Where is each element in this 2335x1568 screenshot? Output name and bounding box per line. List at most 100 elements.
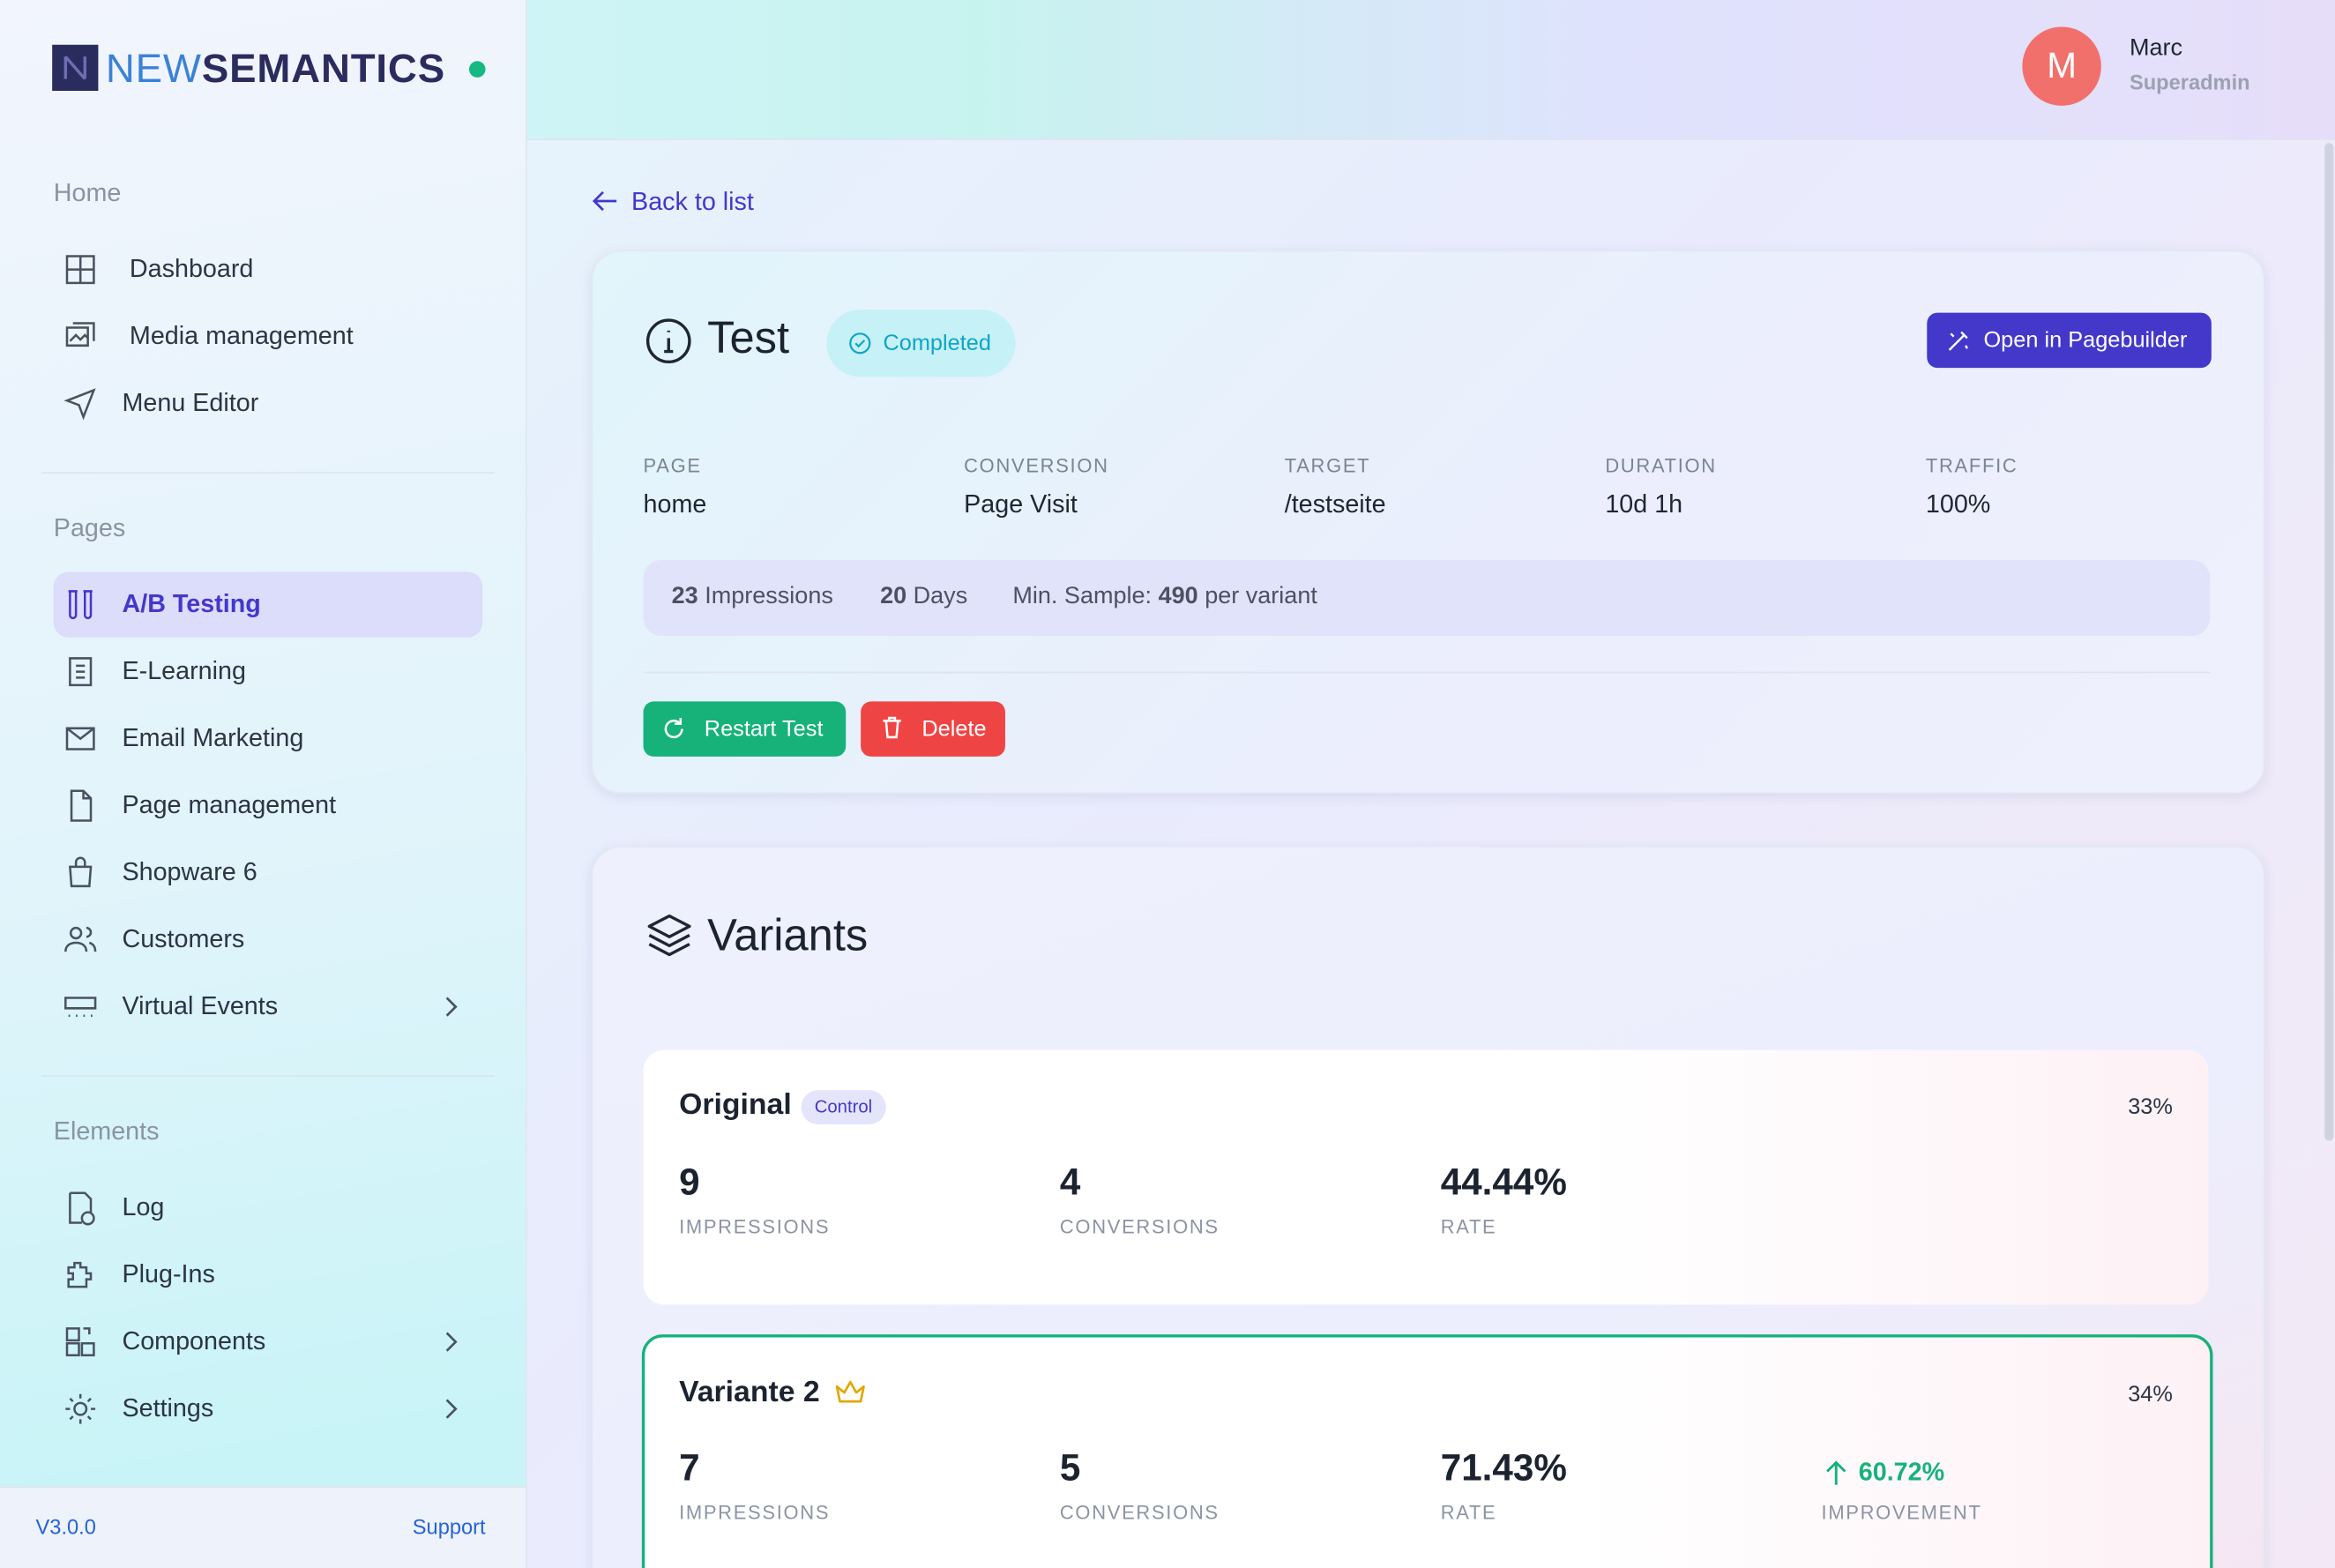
- nav-item[interactable]: Plug-Ins: [122, 1259, 215, 1288]
- restart-button[interactable]: [643, 701, 847, 757]
- detail-value: 10d 1h: [1605, 489, 1683, 519]
- summary-number: 23: [671, 584, 698, 609]
- variant-share: 34%: [2128, 1382, 2173, 1407]
- brand-suffix: SEMANTICS: [201, 46, 445, 92]
- summary-sample: Min. Sample: 490 per variant: [1012, 584, 1317, 610]
- nav-icon: [63, 388, 96, 421]
- section-title: Pages: [53, 513, 126, 542]
- avatar[interactable]: M: [2022, 26, 2101, 106]
- version: V3.0.0: [35, 1514, 96, 1539]
- nav-item[interactable]: A/B Testing: [122, 589, 261, 618]
- chevron[interactable]: [441, 993, 462, 1019]
- chevron[interactable]: [441, 1328, 462, 1355]
- detail-value: /testseite: [1284, 489, 1386, 519]
- nav-item[interactable]: Media management: [129, 321, 354, 350]
- user-name: Marc: [2129, 35, 2183, 62]
- section-title: Elements: [53, 1116, 160, 1146]
- delete-text[interactable]: Delete: [921, 716, 987, 743]
- restart-text[interactable]: Restart Test: [704, 716, 824, 743]
- nav-item[interactable]: Components: [122, 1326, 266, 1355]
- info-icon: [645, 318, 691, 364]
- nav-icon: [69, 1191, 95, 1226]
- variant-share: 33%: [2128, 1094, 2173, 1120]
- nav-icon: [65, 1393, 96, 1424]
- back-arrow[interactable]: [591, 189, 617, 213]
- control-badge: Control: [801, 1090, 886, 1125]
- summary-text: Min. Sample:: [1012, 584, 1153, 609]
- nav-icon: [65, 1327, 95, 1357]
- chevron[interactable]: [441, 1395, 462, 1422]
- nav-item[interactable]: Log: [122, 1192, 165, 1221]
- metric-value: 9: [679, 1161, 700, 1204]
- variants-title: Variants: [707, 911, 869, 961]
- crown-icon: [835, 1380, 865, 1403]
- detail-label: TARGET: [1284, 454, 1371, 477]
- nav-item[interactable]: Settings: [122, 1393, 214, 1422]
- brand-prefix: NEW: [105, 46, 202, 92]
- summary-number: 20: [880, 584, 907, 609]
- detail-label: DURATION: [1605, 454, 1717, 477]
- variant-card-winner: [641, 1334, 2213, 1568]
- variant-name: Original: [679, 1088, 792, 1122]
- nav-item[interactable]: Dashboard: [129, 254, 254, 283]
- nav-icon: [65, 255, 95, 285]
- scrollbar[interactable]: [2324, 143, 2334, 1141]
- status-badge: [826, 310, 1016, 377]
- nav-icon: [67, 1261, 93, 1288]
- sidebar-footer: [0, 1486, 526, 1568]
- metric-value: 7: [679, 1447, 700, 1490]
- nav-icon: [64, 997, 97, 1018]
- detail-label: PAGE: [643, 454, 702, 477]
- up-arrow: [1826, 1460, 1846, 1485]
- metric-label: RATE: [1440, 1501, 1497, 1524]
- check-icon: [849, 332, 871, 355]
- user-role: Superadmin: [2129, 70, 2250, 94]
- delete-button[interactable]: [861, 701, 1005, 757]
- nav-icon: [68, 590, 93, 620]
- sidebar: NEWSEMANTICS Home Pages Elements Dashboa…: [0, 0, 527, 1568]
- nav-icon: [65, 727, 95, 750]
- brand-logo[interactable]: [52, 44, 99, 92]
- restart-icon: [664, 717, 683, 739]
- summary-days: 20 Days: [880, 584, 967, 610]
- layers-icon: [647, 914, 691, 957]
- metric-label: IMPROVEMENT: [1821, 1501, 1982, 1524]
- metric-value: 60.72%: [1858, 1458, 1945, 1487]
- variant-card: [643, 1049, 2209, 1305]
- summary-number: 490: [1158, 584, 1198, 609]
- open-pagebuilder-text[interactable]: Open in Pagebuilder: [1983, 327, 2188, 354]
- divider: [41, 472, 495, 474]
- nav-item[interactable]: Email Marketing: [122, 723, 304, 752]
- back-link[interactable]: Back to list: [631, 187, 754, 216]
- detail-label: CONVERSION: [964, 454, 1109, 477]
- open-pagebuilder-button[interactable]: [1927, 312, 2212, 369]
- summary-text: per variant: [1205, 584, 1317, 609]
- nav-item[interactable]: Menu Editor: [122, 388, 259, 417]
- metric-label: IMPRESSIONS: [679, 1501, 831, 1524]
- metric-value: 71.43%: [1440, 1447, 1567, 1490]
- summary-bar: [643, 559, 2211, 637]
- detail-value: home: [643, 489, 707, 519]
- metric-value: 4: [1059, 1161, 1081, 1204]
- nav-item[interactable]: Customers: [122, 924, 245, 953]
- divider: [643, 671, 2211, 674]
- nav-item[interactable]: Page management: [122, 790, 337, 819]
- nav-icon: [65, 322, 95, 347]
- nav-item[interactable]: Shopware 6: [122, 857, 257, 886]
- nav-icon: [70, 789, 93, 822]
- status-dot: [468, 61, 486, 78]
- support-link[interactable]: Support: [412, 1514, 486, 1539]
- status-text: Completed: [883, 330, 991, 356]
- nav-item[interactable]: Virtual Events: [122, 991, 279, 1020]
- summary-text: Impressions: [705, 584, 833, 609]
- variant-name: Variante 2: [679, 1376, 820, 1409]
- nav-icon: [69, 657, 93, 687]
- metric-label: RATE: [1440, 1215, 1497, 1238]
- active-item-bg: [53, 571, 483, 638]
- brand-name[interactable]: NEWSEMANTICS: [106, 46, 445, 92]
- test-title: Test: [707, 314, 790, 364]
- detail-label: TRAFFIC: [1925, 454, 2018, 477]
- nav-item[interactable]: E-Learning: [122, 656, 246, 685]
